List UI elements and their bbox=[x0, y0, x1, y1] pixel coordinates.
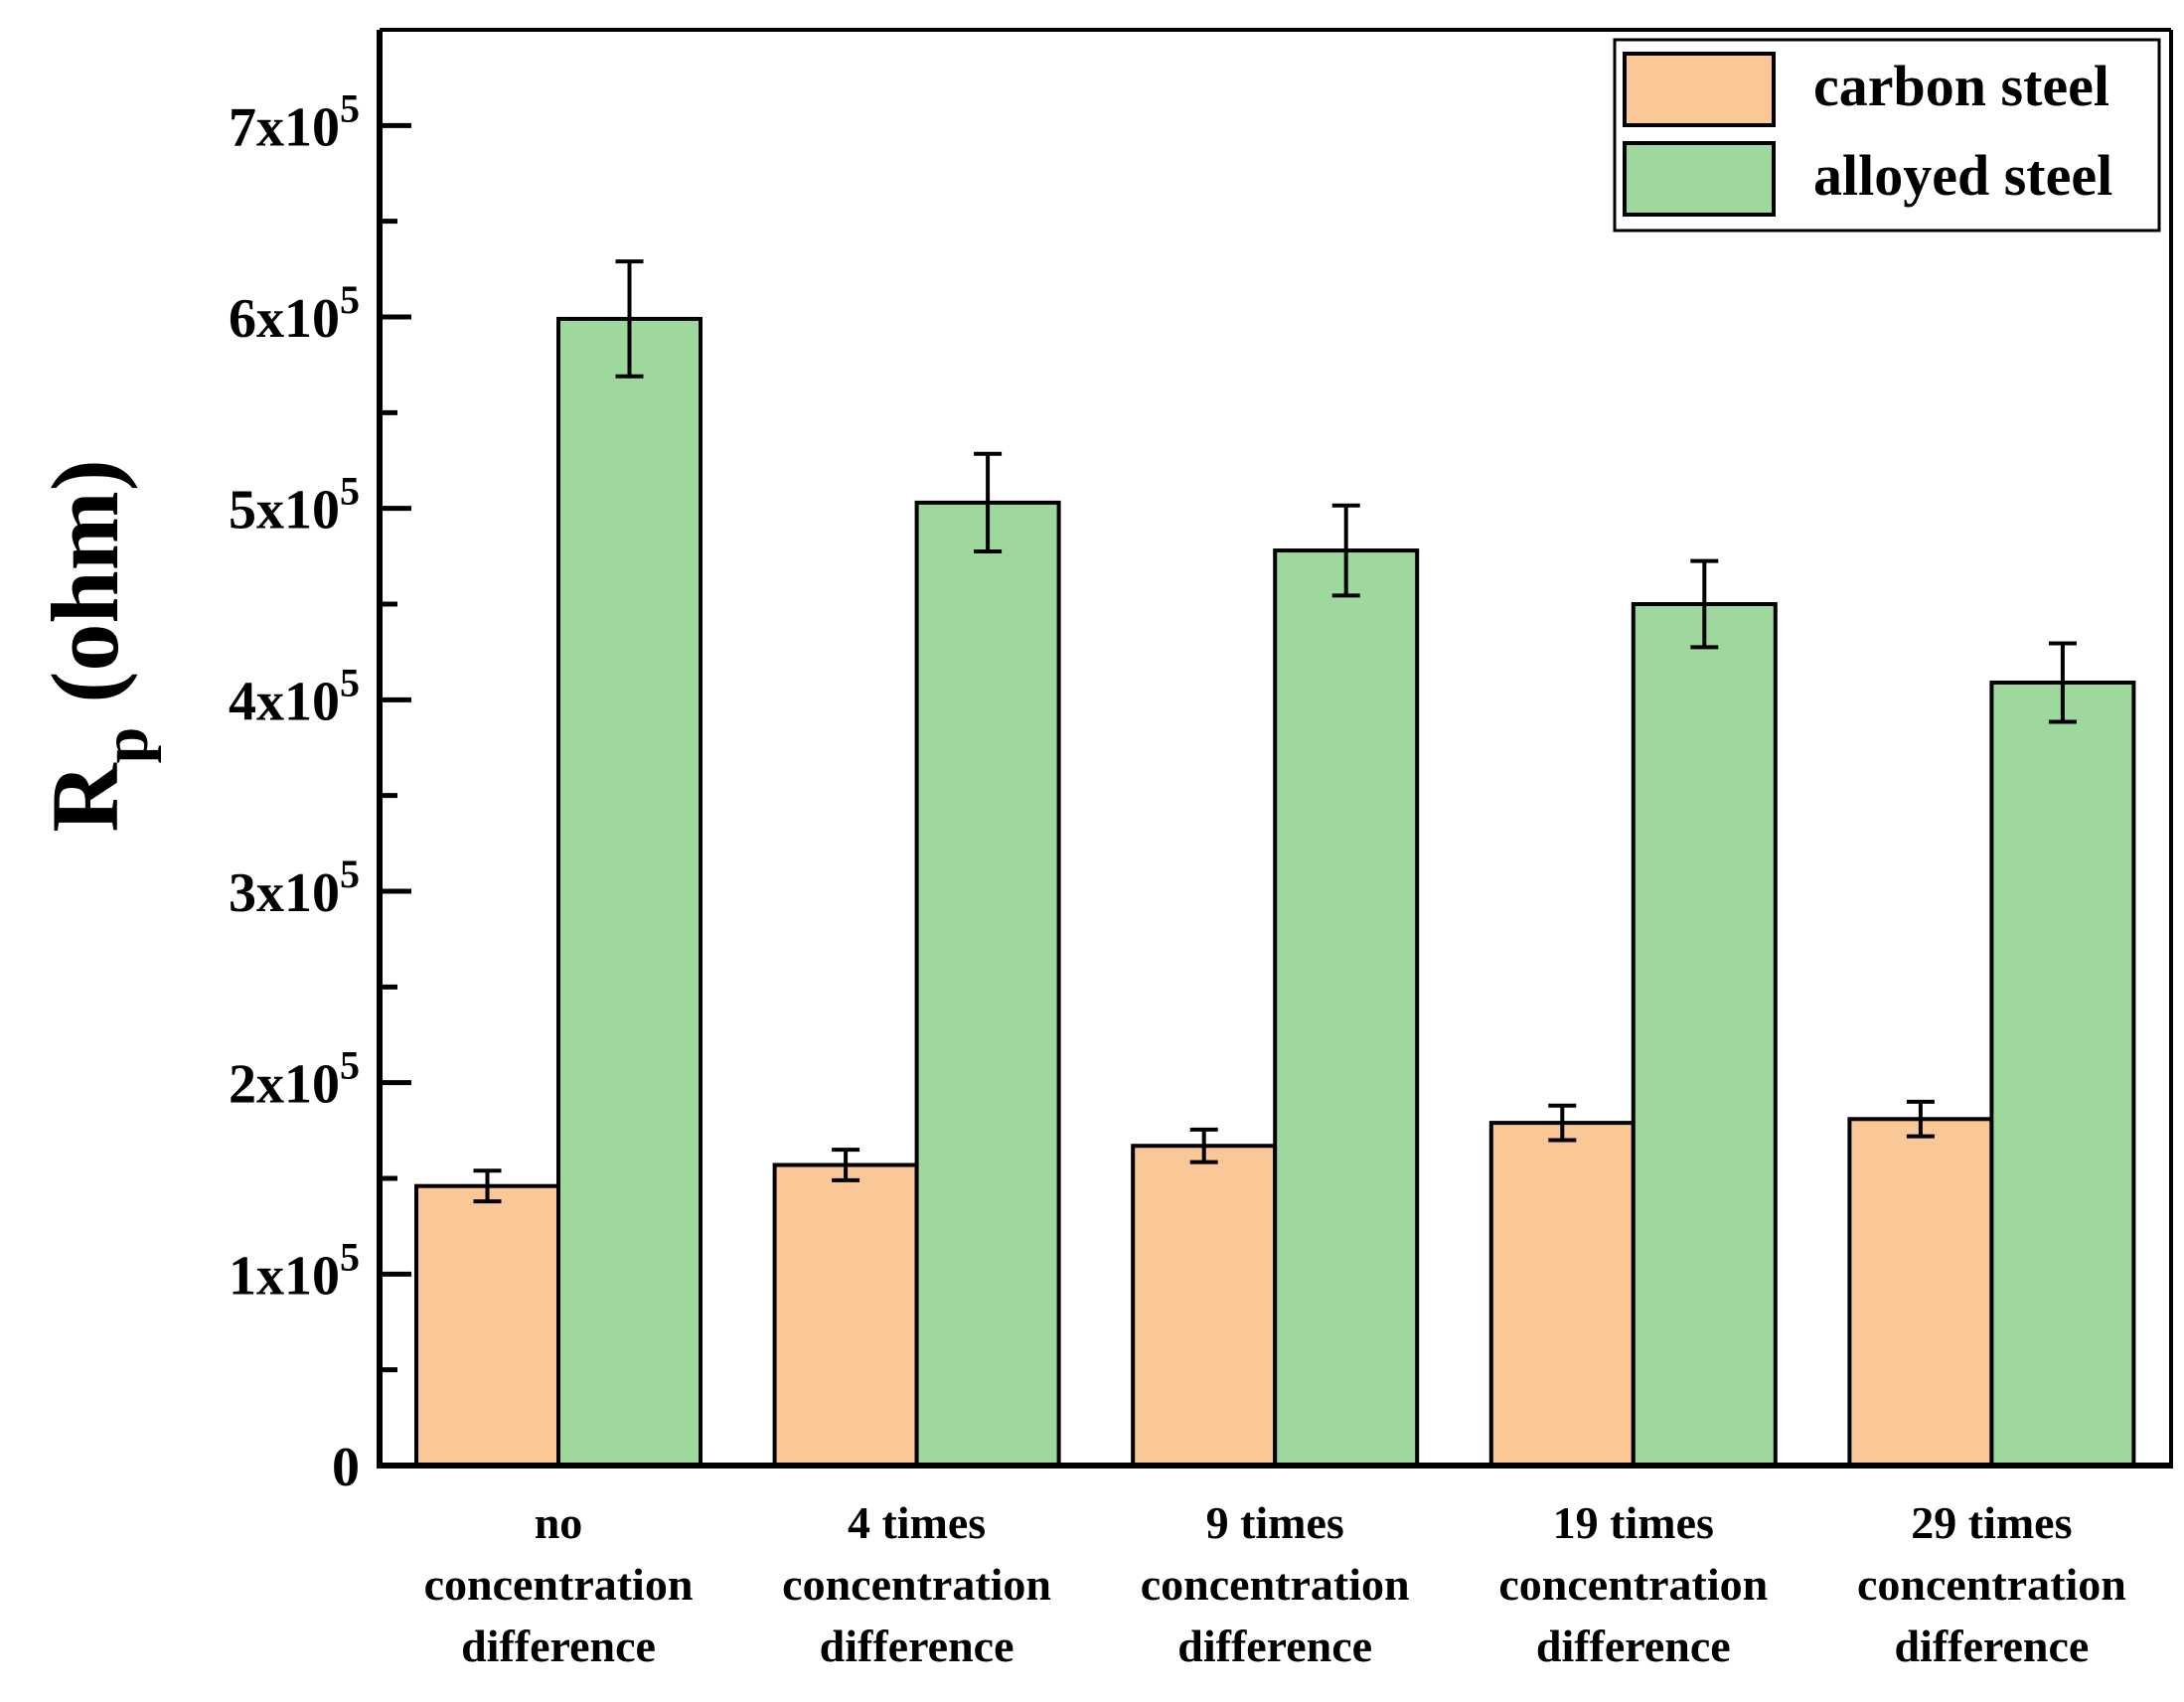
y-tick-label: 3x105 bbox=[229, 851, 360, 924]
y-tick-label-exponent: 5 bbox=[340, 1043, 360, 1088]
y-axis-label-subscript: p bbox=[89, 727, 162, 764]
y-tick-label-mantissa: 2x10 bbox=[229, 1054, 340, 1116]
y-axis-label: Rp (ohm) bbox=[32, 459, 162, 832]
bar-carbon-steel-2 bbox=[1131, 1144, 1278, 1469]
x-tick-label-line: difference bbox=[461, 1621, 656, 1671]
x-tick-label-line: concentration bbox=[1857, 1559, 2126, 1610]
x-tick-label-line: difference bbox=[820, 1621, 1014, 1671]
bar-alloyed-steel-1 bbox=[914, 500, 1061, 1468]
bar-carbon-steel-1 bbox=[772, 1162, 919, 1468]
error-bar bbox=[832, 1148, 860, 1182]
y-tick-label: 7x105 bbox=[229, 85, 360, 158]
y-tick-label-exponent: 5 bbox=[340, 1234, 360, 1279]
x-tick-label-line: concentration bbox=[782, 1559, 1051, 1610]
x-tick-label-line: 9 times bbox=[1206, 1497, 1344, 1548]
x-tick-label-line: difference bbox=[1177, 1621, 1372, 1671]
legend-label-carbon-steel: carbon steel bbox=[1813, 54, 2109, 118]
y-tick-label: 1x105 bbox=[229, 1234, 360, 1307]
legend-swatch-carbon-steel bbox=[1623, 52, 1776, 127]
x-tick-label-line: 29 times bbox=[1911, 1497, 2072, 1548]
bar-alloyed-steel-2 bbox=[1273, 548, 1420, 1468]
error-bar bbox=[1331, 503, 1360, 598]
x-tick-label: 4 times concentration difference bbox=[782, 1497, 1051, 1671]
bar-alloyed-steel-0 bbox=[556, 316, 702, 1469]
legend-swatch-alloyed-steel bbox=[1623, 141, 1776, 217]
bar-carbon-steel-0 bbox=[414, 1183, 560, 1468]
legend: carbon steel alloyed steel bbox=[1613, 38, 2161, 232]
legend-label-alloyed-steel: alloyed steel bbox=[1813, 143, 2112, 208]
y-tick-label-mantissa: 5x10 bbox=[229, 480, 340, 542]
error-bar bbox=[473, 1168, 502, 1204]
y-tick-label-exponent: 5 bbox=[340, 277, 360, 322]
x-tick-label: 19 times concentration difference bbox=[1498, 1497, 1768, 1671]
y-tick-label: 0 bbox=[332, 1437, 360, 1498]
bar-carbon-steel-4 bbox=[1847, 1117, 1994, 1468]
error-bar bbox=[615, 259, 644, 379]
x-tick-label-line: concentration bbox=[424, 1559, 694, 1610]
error-bar bbox=[1690, 558, 1719, 650]
x-tick-label-line: concentration bbox=[1498, 1559, 1768, 1610]
x-tick-label-line: no bbox=[535, 1497, 583, 1548]
y-tick-label-mantissa: 4x10 bbox=[229, 671, 340, 732]
y-tick-label: 4x105 bbox=[229, 660, 360, 732]
x-tick-label: 29 times concentration difference bbox=[1857, 1497, 2126, 1671]
x-tick-label: 9 times concentration difference bbox=[1141, 1497, 1410, 1671]
bar-alloyed-steel-4 bbox=[1989, 680, 2136, 1468]
error-bar bbox=[1548, 1103, 1577, 1143]
error-bar bbox=[974, 451, 1003, 554]
x-tick-label-line: 4 times bbox=[848, 1497, 986, 1548]
x-tick-label: no concentration difference bbox=[424, 1497, 694, 1671]
bar-alloyed-steel-3 bbox=[1631, 602, 1778, 1468]
y-tick-label-mantissa: 3x10 bbox=[229, 862, 340, 924]
y-tick-label-mantissa: 7x10 bbox=[229, 96, 340, 158]
x-tick-label-line: difference bbox=[1536, 1621, 1731, 1671]
x-tick-label-line: 19 times bbox=[1553, 1497, 1714, 1548]
x-tick-label-line: difference bbox=[1894, 1621, 2089, 1671]
y-tick-label-mantissa: 6x10 bbox=[229, 288, 340, 350]
y-axis-label-unit: (ohm) bbox=[32, 459, 138, 726]
y-tick-label-exponent: 5 bbox=[340, 85, 360, 130]
x-tick-label-line: concentration bbox=[1141, 1559, 1410, 1610]
y-tick-label-exponent: 5 bbox=[340, 851, 360, 896]
y-tick-label: 2x105 bbox=[229, 1043, 360, 1116]
y-tick-label-exponent: 5 bbox=[340, 469, 360, 514]
y-axis-label-main: R bbox=[32, 762, 138, 833]
y-tick-label-exponent: 5 bbox=[340, 660, 360, 704]
error-bar bbox=[2048, 641, 2077, 724]
y-tick-label-mantissa: 0 bbox=[332, 1437, 360, 1498]
error-bar bbox=[1189, 1127, 1218, 1164]
y-tick-label: 5x105 bbox=[229, 469, 360, 542]
y-tick-label: 6x105 bbox=[229, 277, 360, 350]
error-bar bbox=[1906, 1099, 1935, 1139]
bar-carbon-steel-3 bbox=[1488, 1121, 1636, 1469]
y-tick-label-mantissa: 1x10 bbox=[229, 1245, 340, 1307]
